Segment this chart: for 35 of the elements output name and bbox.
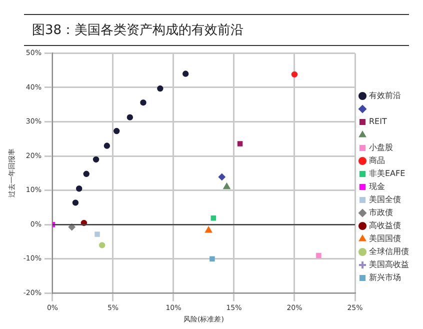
point [126, 114, 134, 120]
point [218, 173, 226, 180]
legend-label: 市政债 [369, 208, 393, 218]
point [291, 71, 298, 78]
point [237, 141, 243, 146]
legend-label: 有效前沿 [369, 91, 401, 100]
legend-label: 非美EAFE [369, 169, 406, 178]
point [223, 182, 230, 190]
point [140, 99, 146, 106]
legend-label: 美国国债 [369, 234, 401, 244]
point [76, 186, 82, 192]
point [92, 156, 100, 163]
point [205, 226, 212, 233]
point [98, 242, 106, 248]
point [94, 232, 100, 237]
legend-label: 商品 [369, 156, 385, 166]
legend-label: 现金 [369, 182, 385, 192]
legend-label: 小盘股 [369, 143, 393, 152]
point [157, 85, 164, 92]
legend-label: 美国全债 [369, 195, 401, 204]
legend-label: 新兴市场 [369, 273, 401, 282]
point [68, 224, 76, 231]
legend-label: REIT [369, 117, 387, 126]
point [210, 215, 216, 221]
legend-label: 美国高收益 [369, 260, 409, 270]
legend-label: 高收益债 [369, 221, 401, 230]
point [316, 252, 322, 258]
chart-title: 图38：美国各类资产构成的有效前沿 [24, 14, 409, 46]
legend-label: 全球信用债 [369, 247, 409, 256]
point [114, 128, 120, 134]
point [104, 142, 110, 149]
point [83, 170, 90, 177]
point [72, 200, 79, 206]
point [182, 70, 189, 77]
point [210, 256, 215, 262]
